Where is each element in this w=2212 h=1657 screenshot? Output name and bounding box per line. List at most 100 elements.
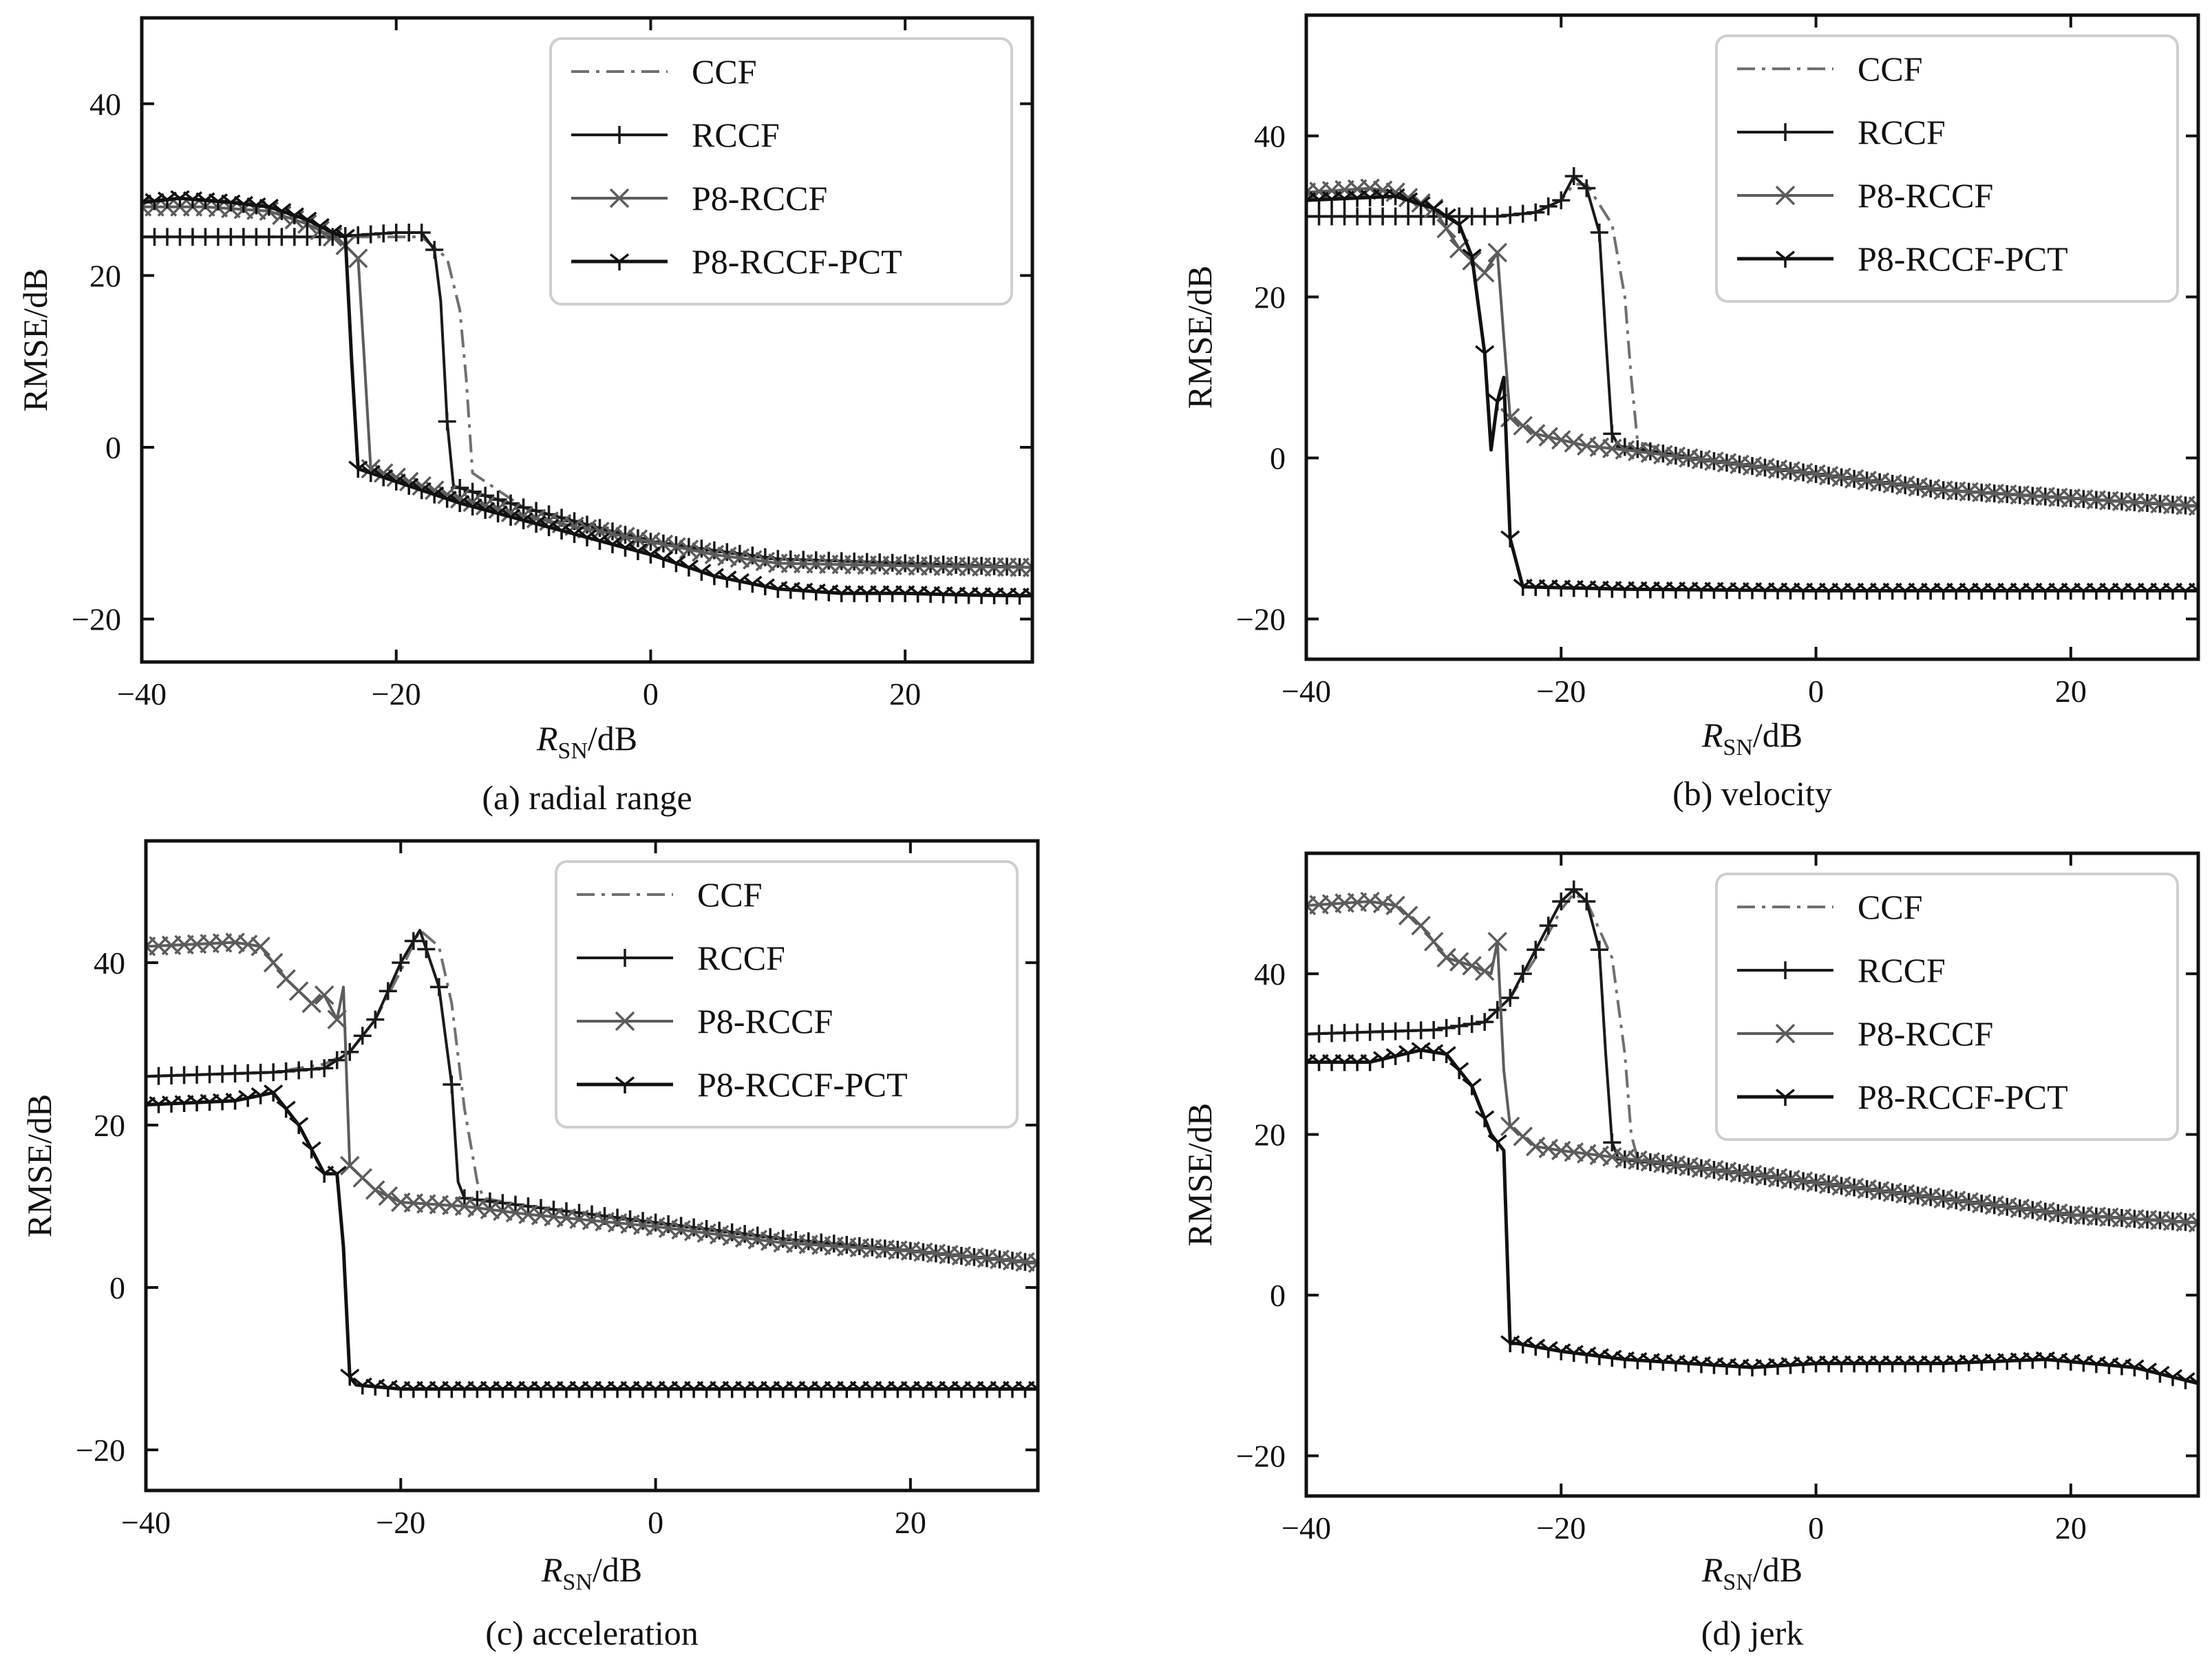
legend-label: CCF [692,52,757,91]
legend-label: CCF [1858,888,1923,926]
series-marker [437,491,457,508]
series-marker [743,575,763,593]
series-marker [692,542,712,562]
series-marker [513,512,533,530]
legend: CCF RCCF P8-RCCF P8-RCCF-PCT [1715,873,2179,1141]
chart-panel-2: −40 −20 0 20 −20 0 20 40 RMSE/dB RSN/dB (b) veloci… [1180,13,2200,813]
series-marker [1436,218,1456,239]
series-marker [1615,438,1634,456]
x-tick-label: 20 [889,676,921,712]
series-marker [1399,1045,1418,1062]
y-tick-label: −20 [1236,602,1286,637]
x-tick-label: 0 [1808,1510,1824,1546]
series-marker [348,248,368,268]
series-marker [374,469,394,487]
series-marker [1603,425,1621,443]
series-marker [301,993,321,1014]
plot-frame [1304,13,2200,661]
y-tick-label: −20 [76,1433,125,1468]
series-marker [1372,1051,1393,1069]
series-marker [323,224,343,242]
series-marker [500,509,521,526]
chart-panel-1: −40 −20 0 20 −20 0 20 40 RMSE/dB RSN/dB (a) radial… [16,16,1034,817]
series-marker [653,550,674,568]
x-tick-label: 20 [895,1505,926,1540]
series-marker [297,211,317,229]
series-marker [145,193,164,211]
series-marker [1462,956,1482,976]
series-marker [717,570,737,588]
series-marker [1474,961,1495,981]
series-marker [1603,1133,1621,1152]
series-marker [1449,216,1469,234]
legend-label: P8-RCCF [1858,1014,1993,1053]
series-marker [1488,207,1507,226]
series-marker [564,526,584,544]
series-marker [774,1230,792,1248]
legend-label: P8-RCCF [1858,176,1993,215]
series-marker [1449,952,1469,972]
plot-area [1306,167,2198,600]
series-marker [1436,1046,1456,1063]
series-marker [615,539,635,557]
x-tick-label: −20 [376,1505,425,1540]
legend-label: P8-RCCF-PCT [1858,239,2068,278]
series-marker [335,228,355,246]
series-marker [838,1236,856,1254]
x-tick-label: −40 [1282,674,1331,709]
series-marker [488,505,508,523]
series-line-tri [142,196,1032,598]
series-marker [225,1092,245,1110]
series-marker [142,194,152,212]
series-marker [2162,1369,2183,1387]
series-marker [462,498,482,516]
legend-marker [615,1076,635,1093]
series-line-tri [1306,1048,2198,1385]
series-marker [284,207,304,225]
series-marker [602,536,623,554]
series-marker [1513,965,1532,983]
legend-label: P8-RCCF-PCT [1858,1078,2068,1116]
series-marker [1552,191,1571,210]
series-marker [438,412,456,431]
series-marker [2125,1359,2145,1377]
series-marker [641,532,661,552]
series-marker [539,519,559,537]
series-marker [315,1059,334,1078]
series-marker [2188,1375,2198,1393]
series-marker [443,1076,461,1093]
y-tick-label: 20 [1254,280,1286,315]
series-marker [755,578,775,596]
x-tick-label: 20 [2055,1510,2087,1546]
series-marker [314,985,334,1005]
legend-marker [1776,123,1794,141]
series-marker [1399,192,1418,210]
legend: CCF RCCF P8-RCCF P8-RCCF-PCT [1715,34,2179,303]
series-marker [577,529,597,547]
series-marker [1513,204,1532,223]
series-marker [429,978,448,996]
plot-frame [1304,851,2200,1498]
series-marker [264,1084,284,1102]
series-marker [1385,188,1405,206]
series-marker [301,1141,321,1159]
series-marker [251,1087,270,1104]
series-marker [1463,1015,1481,1034]
legend-marker [616,949,634,967]
x-tick-label: −20 [372,676,421,712]
legend-box [549,37,1013,306]
x-tick-label: 20 [2055,674,2087,709]
plot-area [1306,880,2198,1393]
series-marker [1360,1054,1380,1071]
series-marker [289,1117,309,1134]
series-marker [1564,433,1584,453]
y-axis-label: RMSE/dB [1180,266,1219,409]
series-marker [1450,1017,1469,1036]
series-marker [392,954,410,972]
series-marker [1590,941,1608,959]
legend-label: RCCF [1858,951,1946,990]
legend-label: P8-RCCF [692,179,827,217]
y-axis-label: RMSE/dB [1180,1103,1219,1246]
y-tick-label: 40 [89,87,121,122]
